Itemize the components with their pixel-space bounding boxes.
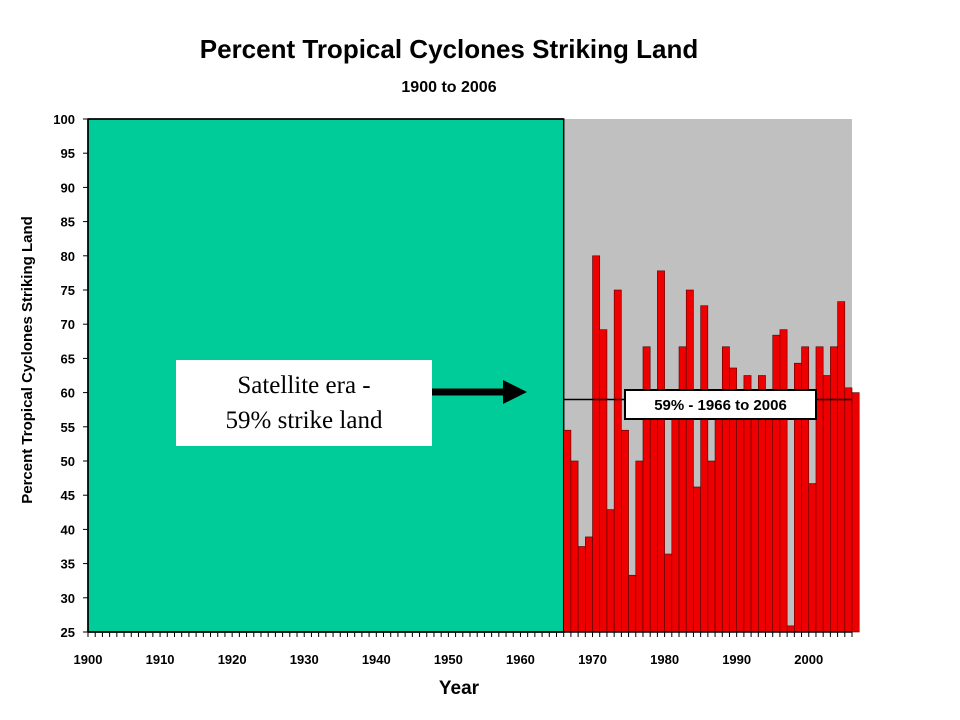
y-tick-label-80: 80 (61, 249, 75, 264)
y-tick-label-60: 60 (61, 386, 75, 401)
bar-1976 (635, 460, 644, 633)
x-tick-label-1920: 1920 (218, 652, 247, 667)
y-tick-label-65: 65 (61, 351, 75, 366)
bar-1970 (592, 255, 601, 633)
y-tick-label-100: 100 (53, 112, 75, 127)
bar-1981 (671, 403, 680, 633)
satellite-era-callout: Satellite era - 59% strike land (176, 360, 432, 446)
chart-title: Percent Tropical Cyclones Striking Land (200, 34, 698, 64)
bar-1997 (786, 625, 795, 633)
mean-label: 59% - 1966 to 2006 (654, 397, 787, 414)
bar-1978 (649, 403, 658, 633)
bar-2002 (822, 375, 831, 633)
bar-2000 (808, 483, 817, 633)
bar-1990 (736, 412, 745, 633)
bar-1967 (570, 460, 579, 633)
x-tick-label-1990: 1990 (722, 652, 751, 667)
bar-1975 (628, 574, 637, 633)
bar-1966 (563, 429, 572, 633)
x-tick-label-1940: 1940 (362, 652, 391, 667)
bar-1986 (707, 460, 716, 633)
bar-2005 (844, 387, 853, 633)
chart-subtitle: 1900 to 2006 (401, 79, 496, 96)
bar-1980 (664, 553, 673, 633)
bar-2006 (851, 392, 860, 633)
y-tick-label-40: 40 (61, 522, 75, 537)
axes (83, 118, 853, 637)
arrow-head (503, 380, 527, 404)
x-axis-label: Year (439, 678, 480, 699)
y-tick-label-35: 35 (61, 557, 75, 572)
callout-line-2: 59% strike land (225, 407, 383, 434)
y-tick-label-50: 50 (61, 454, 75, 469)
bar-1972 (606, 509, 615, 633)
callout-line-1: Satellite era - (237, 372, 371, 399)
x-tick-label-1980: 1980 (650, 652, 679, 667)
y-tick-label-95: 95 (61, 146, 75, 161)
bar-1983 (685, 289, 694, 633)
bar-2003 (830, 346, 838, 633)
x-tick-label-1960: 1960 (506, 652, 535, 667)
bar-1971 (599, 329, 608, 633)
bar-1996 (779, 329, 788, 633)
x-tick-label-1950: 1950 (434, 652, 463, 667)
bar-2004 (837, 301, 846, 633)
bar-1969 (585, 536, 593, 633)
y-tick-label-90: 90 (61, 180, 75, 195)
y-tick-label-55: 55 (61, 420, 75, 435)
bar-1979 (657, 270, 665, 633)
bar-1984 (693, 486, 701, 633)
y-tick-label-75: 75 (61, 283, 75, 298)
bar-1974 (621, 429, 629, 633)
bar-1992 (750, 412, 759, 633)
x-tick-labels: 1900 1910 1920 1930 1940 1950 1960 1970 1980 1990… (74, 652, 824, 667)
x-tick-label-1930: 1930 (290, 652, 319, 667)
bar-1994 (765, 412, 774, 633)
bar-1987 (714, 412, 723, 633)
x-tick-label-1910: 1910 (146, 652, 175, 667)
y-tick-label-85: 85 (61, 215, 75, 230)
x-tick-label-1970: 1970 (578, 652, 607, 667)
y-tick-label-25: 25 (61, 625, 75, 640)
y-tick-labels: 25 30 35 40 45 50 55 60 65 70 75 80 85 90 95 100 (53, 112, 75, 640)
bars-group (563, 255, 860, 633)
mean-label-box (624, 389, 817, 420)
y-tick-label-45: 45 (61, 488, 75, 503)
bar-1968 (577, 546, 586, 633)
x-tick-label-2000: 2000 (794, 652, 823, 667)
y-tick-label-70: 70 (61, 317, 75, 332)
bar-1973 (613, 289, 622, 633)
y-axis-label: Percent Tropical Cyclones Striking Land (19, 216, 36, 504)
bar-1995 (772, 334, 781, 633)
x-tick-label-1900: 1900 (74, 652, 103, 667)
bar-1985 (700, 305, 709, 633)
y-tick-label-30: 30 (61, 591, 75, 606)
bar-2001 (815, 346, 824, 633)
